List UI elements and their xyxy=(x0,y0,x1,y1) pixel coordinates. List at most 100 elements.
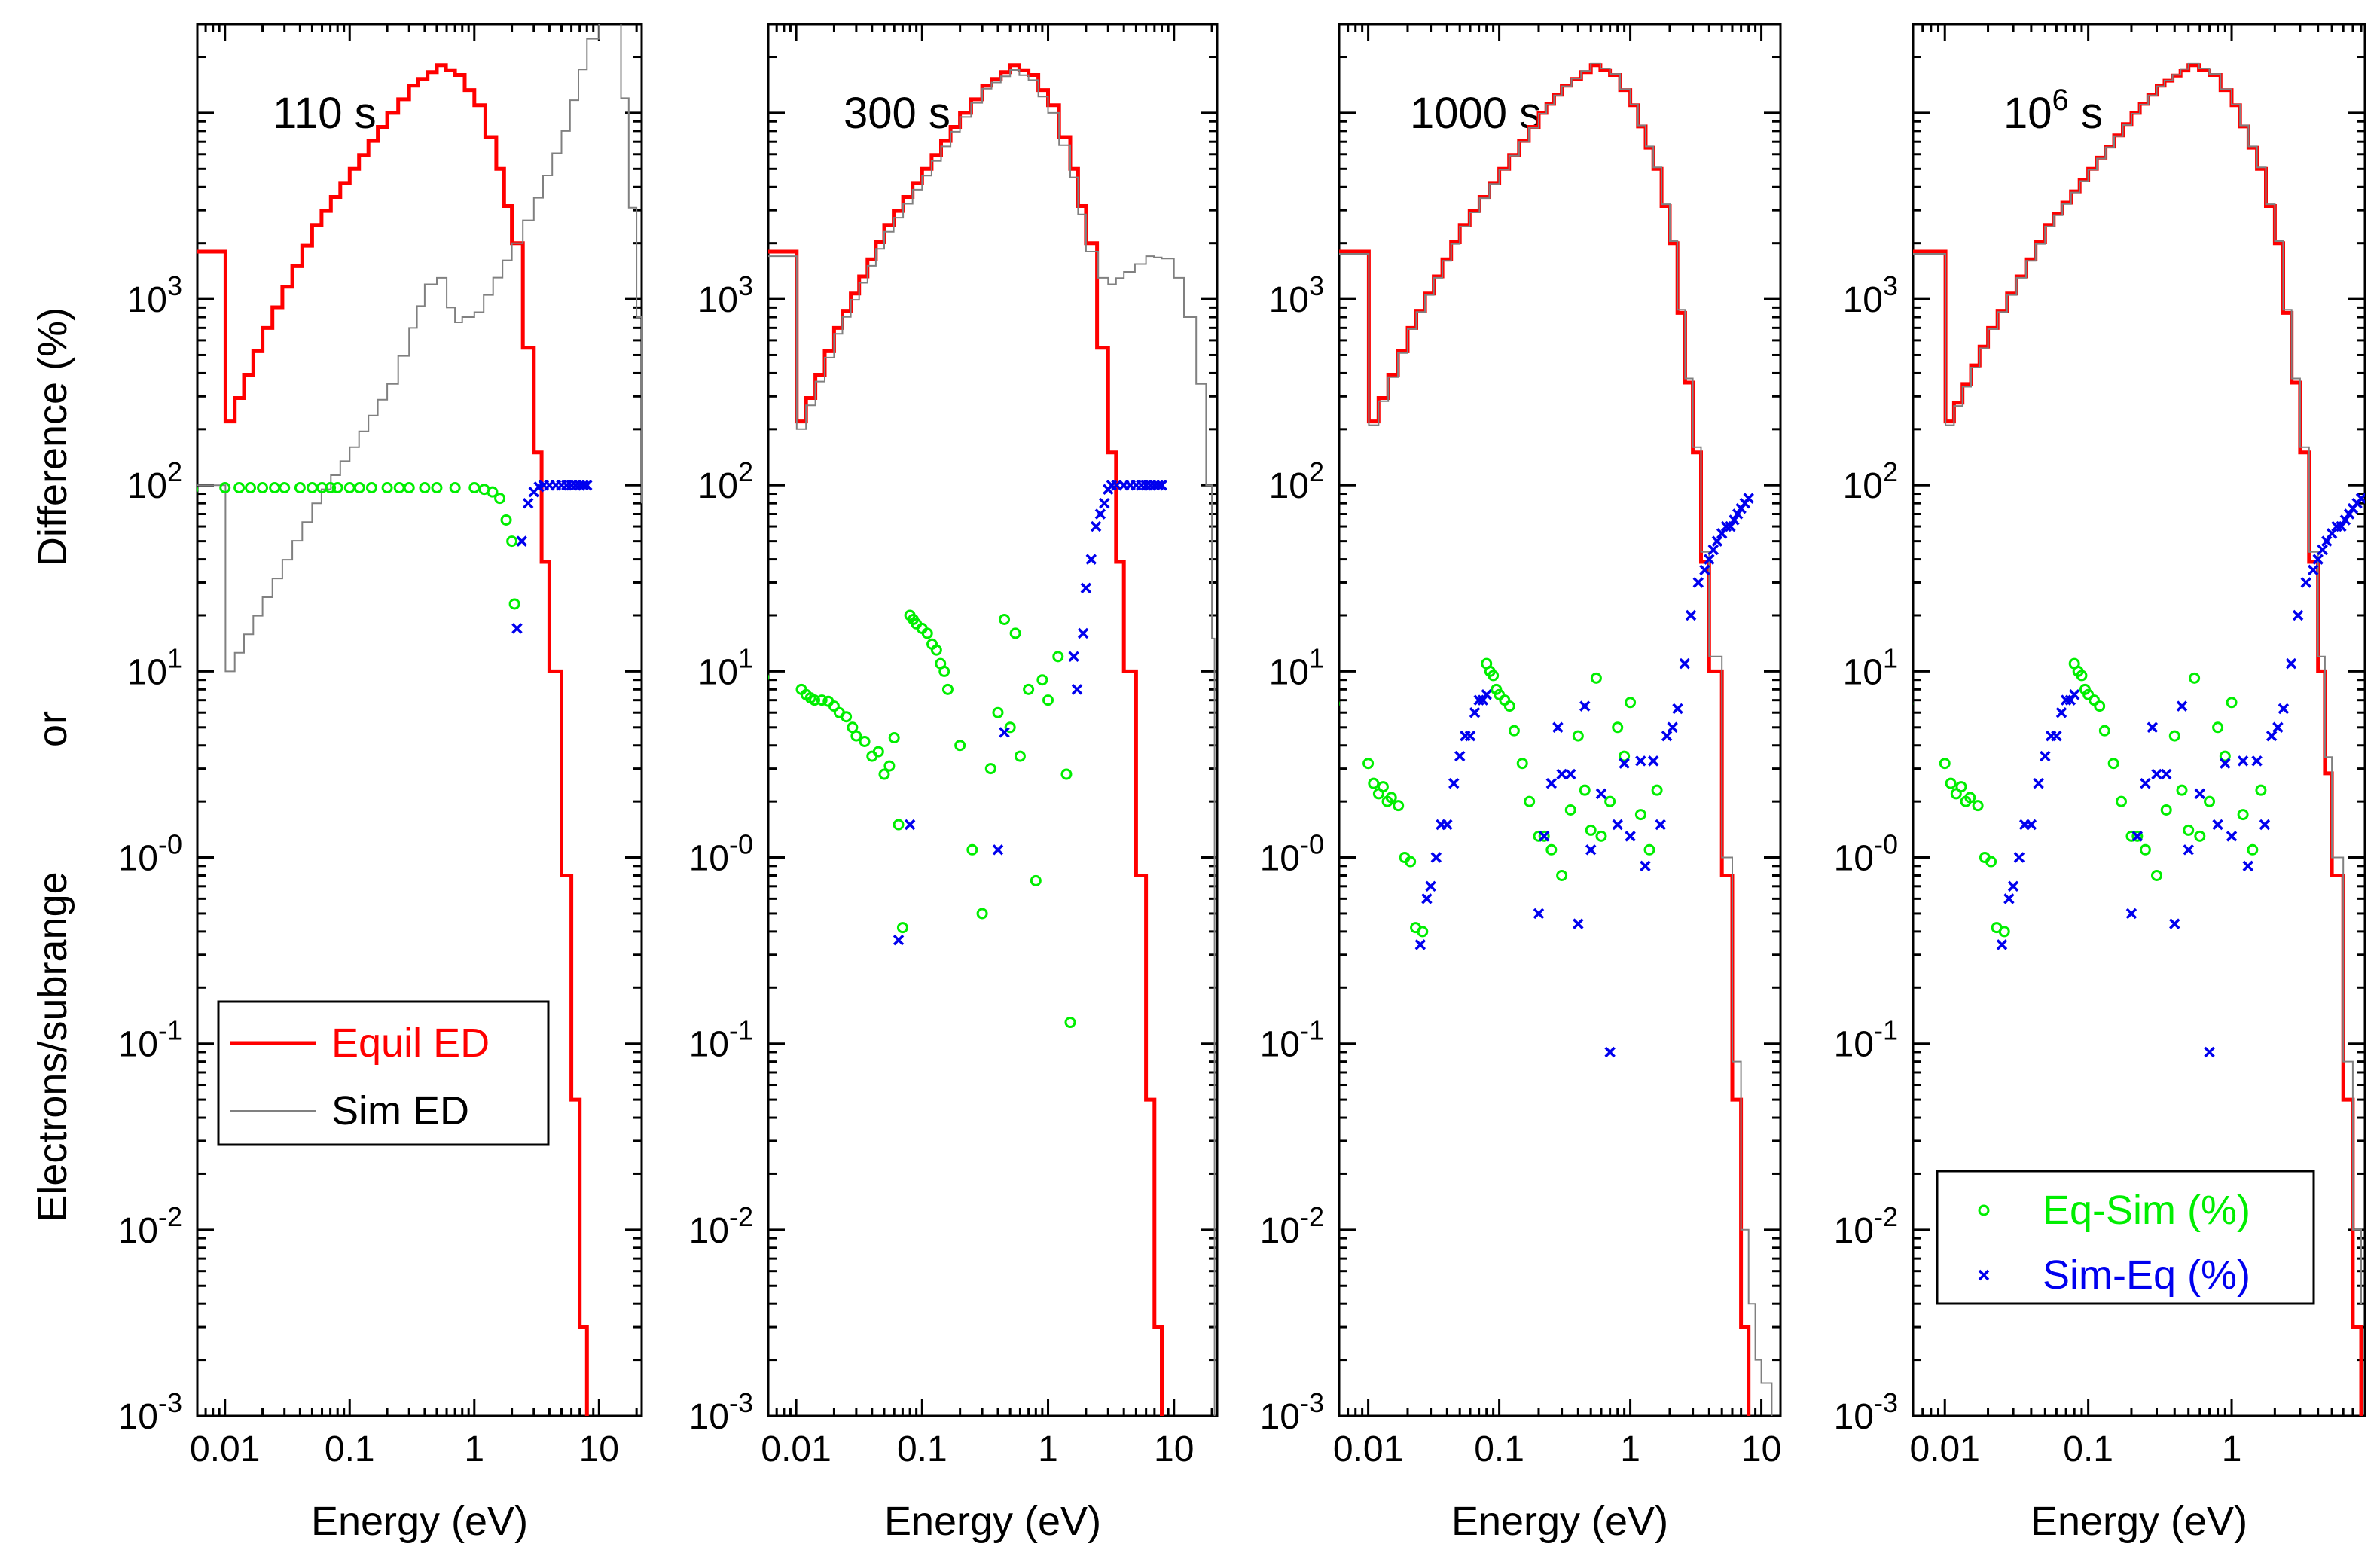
sim-eq-point xyxy=(2285,657,2297,670)
eq-sim-point xyxy=(1564,804,1576,816)
eq-sim-point xyxy=(872,746,884,758)
sim-eq-point xyxy=(2068,689,2080,700)
chart-panel-2: 103 102 101 10-0 10-1 10-2 10-30.01 0.1 1 10 Energ… xyxy=(689,23,1219,1544)
sim-eq-point xyxy=(2194,788,2206,800)
x-tick-label: 1 xyxy=(1620,1429,1640,1469)
sim-eq-point xyxy=(1707,544,1719,556)
eq-sim-point xyxy=(508,598,520,610)
sim-eq-point xyxy=(578,479,589,491)
eq-sim-point xyxy=(1945,777,1957,789)
sim-eq-point xyxy=(2278,703,2290,715)
eq-sim-point xyxy=(419,481,431,493)
sim-eq-point xyxy=(1699,564,1710,576)
sim-eq-point xyxy=(1071,684,1083,695)
y-tick-label: 10-3 xyxy=(1834,1387,1898,1437)
eq-sim-point xyxy=(2150,869,2162,881)
sim-eq-point xyxy=(1090,520,1102,532)
y-tick-label: 10-1 xyxy=(1834,1015,1898,1065)
sim-eq-point xyxy=(1430,852,1442,863)
sim-eq-point xyxy=(2131,831,2144,842)
eq-sim-point xyxy=(197,486,199,493)
sim-eq-point xyxy=(2242,860,2253,872)
sim-eq-point xyxy=(2336,520,2347,532)
sim-eq-point xyxy=(1725,520,1736,532)
y-tick-label: 101 xyxy=(1269,642,1324,692)
eq-sim-point xyxy=(1524,795,1536,807)
sim-eq-point xyxy=(1077,627,1089,639)
eq-sim-point xyxy=(1009,627,1021,639)
legend-swatch-eq-sim xyxy=(1978,1204,1990,1216)
legend-label: Equil ED xyxy=(331,1020,490,1066)
data-layer xyxy=(768,63,1216,1416)
legend-label: Sim-Eq (%) xyxy=(2043,1252,2250,1298)
sim-eq-point xyxy=(511,623,523,634)
eq-sim-point xyxy=(506,535,518,548)
eq-sim-point xyxy=(1556,869,1568,881)
sim-eq-point xyxy=(1711,535,1723,547)
sim-eq-point xyxy=(1647,755,1659,767)
sim-eq-point xyxy=(1099,497,1110,509)
x-tick-label: 0.1 xyxy=(897,1429,947,1469)
eq-sim-point xyxy=(1064,1017,1076,1029)
equil-ed-line xyxy=(197,63,589,1416)
eq-sim-point xyxy=(1634,809,1646,821)
sim-eq-point xyxy=(2212,819,2223,831)
sim-eq-point xyxy=(2125,908,2137,920)
sim-eq-point xyxy=(1704,554,1715,565)
x-axis-ticks xyxy=(1338,24,1763,1416)
eq-sim-point xyxy=(1368,777,1380,789)
eq-sim-point xyxy=(2219,750,2231,762)
eq-sim-point xyxy=(896,922,908,934)
sim-eq-point xyxy=(2339,514,2351,526)
plot-area-frame xyxy=(1338,23,1782,1417)
sim-eq-point xyxy=(1080,582,1092,594)
y-tick-label: 103 xyxy=(1269,270,1324,320)
y-axis-title-part-1: Electrons/subrange xyxy=(30,871,75,1222)
chart-panel-3: 103 102 101 10-0 10-1 10-2 10-30.01 0.1 1 10 Energ… xyxy=(1260,23,1782,1544)
eq-sim-point xyxy=(999,613,1011,625)
x-tick-label: 10 xyxy=(579,1429,619,1469)
eq-sim-point xyxy=(1604,795,1616,807)
sim-eq-point xyxy=(2204,1046,2215,1058)
sim-eq-point xyxy=(581,479,593,491)
y-tick-label: 10-1 xyxy=(1260,1015,1324,1065)
eq-sim-point xyxy=(1939,758,1951,770)
eq-sim-point xyxy=(449,481,461,493)
sim-eq-point xyxy=(1156,479,1167,491)
eq-sim-point xyxy=(500,514,512,526)
eq-sim-point xyxy=(2098,725,2110,737)
y-tick-label: 102 xyxy=(1269,456,1324,506)
eq-sim-point xyxy=(381,481,393,493)
y-tick-label: 10-2 xyxy=(689,1201,753,1251)
sim-eq-point xyxy=(1068,651,1079,663)
sim-eq-point xyxy=(2226,831,2238,842)
eq-sim-point xyxy=(992,706,1004,718)
plot-area-frame xyxy=(196,23,643,1417)
data-layer xyxy=(197,24,642,1416)
eq-sim-point xyxy=(921,627,933,639)
eq-sim-point xyxy=(1042,694,1054,706)
sim-eq-point xyxy=(2007,880,2019,892)
eq-sim-point xyxy=(2237,809,2249,821)
eq-sim-point xyxy=(841,711,853,723)
plot-area-frame xyxy=(767,23,1219,1417)
sim-eq-point xyxy=(2355,493,2365,504)
x-axis-title: Energy (eV) xyxy=(1451,1499,1668,1544)
legend-label: Sim ED xyxy=(331,1088,469,1133)
sim-eq-point xyxy=(992,844,1004,856)
sim-eq-point xyxy=(2317,544,2328,556)
sim-eq-point xyxy=(999,727,1010,738)
eq-sim-point xyxy=(331,481,343,493)
eq-sim-point xyxy=(353,481,365,493)
sim-eq-point xyxy=(2272,721,2284,734)
eq-sim-point xyxy=(850,730,862,742)
panel-title: 106 s xyxy=(2003,84,2103,138)
y-tick-label: 102 xyxy=(127,456,182,506)
eq-sim-point xyxy=(888,732,900,744)
eq-sim-point xyxy=(2168,730,2180,742)
sim-eq-point xyxy=(2259,819,2271,831)
y-axis-title-part-2: or xyxy=(30,711,75,747)
eq-sim-point xyxy=(306,481,318,493)
sim-eq-point xyxy=(2183,844,2194,856)
eq-sim-point xyxy=(1964,792,1976,804)
